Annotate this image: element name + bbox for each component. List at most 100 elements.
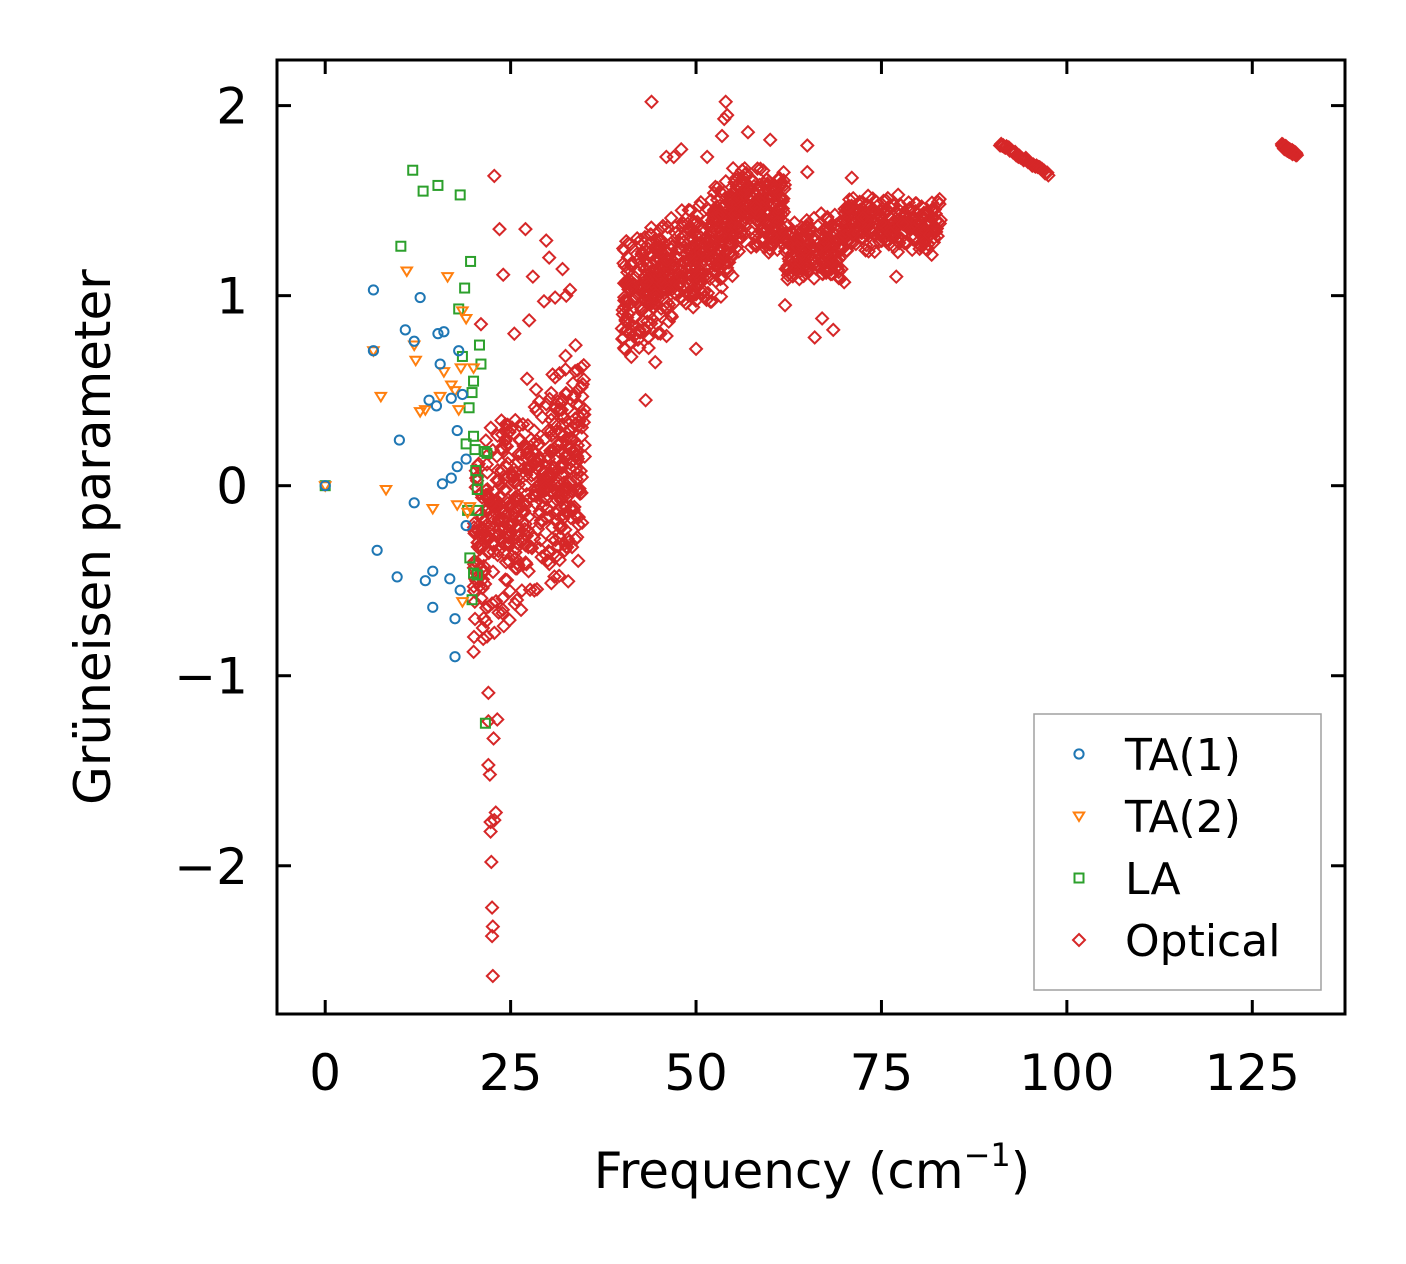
ta1-point	[430, 400, 443, 412]
optical-point	[519, 371, 535, 387]
optical-point	[633, 232, 649, 248]
optical-point	[818, 247, 834, 263]
optical-point	[475, 580, 490, 596]
optical-point	[491, 473, 507, 488]
y-tick-label: 2	[216, 78, 248, 136]
ta1-point	[408, 497, 420, 509]
optical-point	[794, 246, 810, 262]
optical-point	[496, 545, 512, 561]
optical-point	[928, 213, 944, 229]
ta1-point	[423, 394, 435, 406]
la-point	[463, 402, 475, 414]
optical-point	[797, 221, 812, 237]
optical-point	[470, 458, 485, 473]
optical-point	[490, 428, 505, 444]
optical-point	[542, 391, 557, 407]
optical-point	[543, 385, 559, 401]
optical-point	[846, 216, 862, 232]
optical-point	[801, 259, 817, 274]
x-tick-label: 100	[1019, 1044, 1114, 1102]
optical-point	[714, 128, 730, 144]
optical-point	[568, 337, 583, 353]
optical-point	[568, 461, 584, 477]
optical-point	[495, 267, 511, 283]
optical-point	[737, 183, 753, 199]
optical-point	[547, 532, 563, 548]
legend-label: LA	[1125, 854, 1181, 905]
optical-point	[571, 408, 586, 424]
optical-point	[692, 243, 708, 259]
la-point	[417, 185, 429, 197]
optical-point	[686, 232, 702, 247]
optical-point	[507, 412, 523, 428]
optical-point	[478, 433, 494, 448]
optical-point	[488, 805, 504, 820]
optical-point	[782, 253, 797, 269]
optical-point	[695, 245, 711, 260]
optical-point	[740, 124, 756, 140]
optical-point	[644, 94, 659, 110]
optical-point	[485, 510, 501, 526]
optical-point	[713, 289, 729, 305]
optical-point	[489, 712, 505, 727]
optical-point	[890, 187, 906, 203]
optical-point	[502, 583, 518, 599]
optical-point	[647, 232, 663, 247]
optical-point	[512, 418, 527, 434]
optical-point	[858, 237, 874, 253]
optical-point	[526, 582, 542, 598]
optical-point	[492, 532, 508, 548]
la-point	[472, 474, 484, 486]
ta1-point	[460, 453, 472, 465]
optical-point	[706, 185, 722, 201]
x-axis-label-suffix: )	[1011, 1142, 1031, 1200]
optical-point	[714, 279, 730, 295]
optical-point	[713, 227, 729, 242]
optical-point	[517, 460, 532, 476]
optical-point	[558, 348, 573, 364]
optical-point	[639, 314, 655, 330]
optical-point	[776, 164, 792, 180]
optical-point	[630, 264, 646, 280]
optical-point	[643, 220, 659, 236]
optical-point	[540, 448, 556, 464]
ta1-point	[399, 324, 411, 336]
optical-point	[496, 482, 512, 498]
optical-point	[638, 275, 654, 291]
optical-point	[699, 149, 715, 165]
optical-point	[819, 259, 835, 274]
optical-point	[477, 563, 493, 579]
optical-point	[526, 530, 542, 546]
ta1-point	[414, 291, 426, 304]
optical-point	[558, 450, 573, 466]
ta2-point	[440, 272, 455, 284]
optical-point	[541, 250, 557, 266]
ta1-point	[371, 544, 383, 556]
optical-point	[788, 261, 803, 277]
optical-point	[725, 160, 741, 176]
optical-point	[486, 544, 501, 560]
ta2-point	[453, 363, 468, 375]
optical-point	[1040, 167, 1056, 183]
ta2-point	[451, 405, 466, 417]
optical-point	[533, 479, 549, 495]
plot-frame	[275, 58, 1347, 1016]
legend-label: TA(1)	[1124, 730, 1241, 781]
optical-point	[622, 237, 638, 253]
optical-point	[696, 221, 712, 236]
ta2-point	[379, 484, 394, 497]
optical-point	[797, 243, 813, 258]
la-point	[479, 717, 491, 729]
optical-point	[620, 260, 635, 276]
optical-point	[617, 341, 633, 357]
ta2-point	[366, 346, 381, 358]
optical-point	[481, 545, 497, 561]
optical-point	[631, 340, 647, 355]
optical-point	[840, 199, 856, 215]
ta1-point	[393, 434, 405, 446]
optical-point	[625, 279, 640, 295]
optical-point	[511, 511, 527, 526]
optical-point	[528, 445, 544, 461]
optical-point	[844, 170, 860, 186]
optical-point	[495, 602, 511, 618]
